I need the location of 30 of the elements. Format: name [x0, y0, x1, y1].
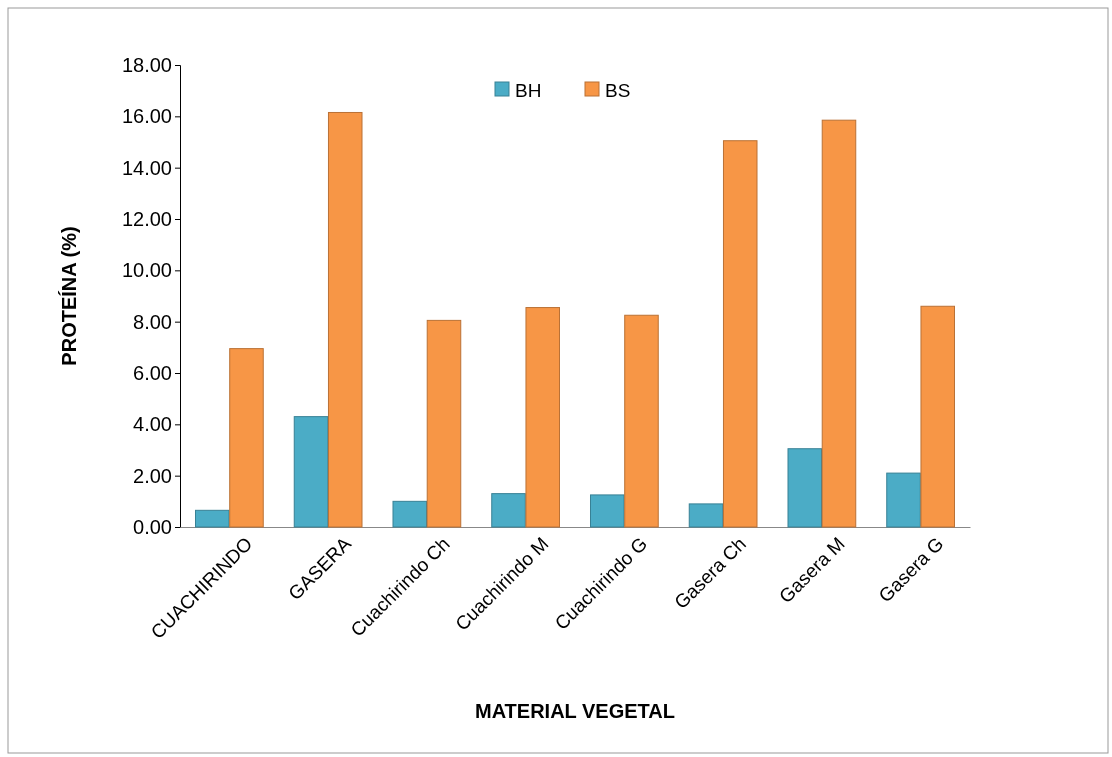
- bar: [293, 416, 329, 528]
- bar: [886, 472, 921, 528]
- bar: [195, 509, 230, 528]
- x-axis-title: MATERIAL VEGETAL: [475, 700, 675, 722]
- bar: [327, 111, 363, 528]
- y-tick-label: 6.00: [133, 361, 172, 384]
- y-tick-label: 0.00: [133, 515, 172, 538]
- bar: [688, 503, 724, 528]
- bar: [722, 140, 758, 528]
- y-tick-label: 14.00: [121, 156, 172, 179]
- bar: [821, 119, 857, 528]
- y-tick-label: 10.00: [121, 259, 172, 282]
- bar: [787, 448, 823, 528]
- y-tick-label: 8.00: [133, 310, 172, 333]
- y-tick-label: 12.00: [121, 207, 172, 230]
- y-tick-label: 2.00: [133, 464, 172, 487]
- y-axis-title: PROTEÍNA (%): [58, 226, 80, 366]
- bar: [229, 348, 264, 528]
- y-tick-label: 16.00: [121, 105, 172, 128]
- bar: [920, 305, 955, 528]
- bar: [491, 493, 526, 528]
- legend-label: BH: [515, 79, 542, 101]
- bar: [624, 314, 659, 528]
- legend-label: BS: [605, 79, 631, 101]
- bar: [392, 500, 428, 528]
- bar: [426, 319, 462, 528]
- bar: [525, 307, 560, 528]
- bar: [590, 494, 625, 528]
- y-tick-label: 4.00: [133, 413, 172, 436]
- y-tick-label: 18.00: [121, 53, 172, 76]
